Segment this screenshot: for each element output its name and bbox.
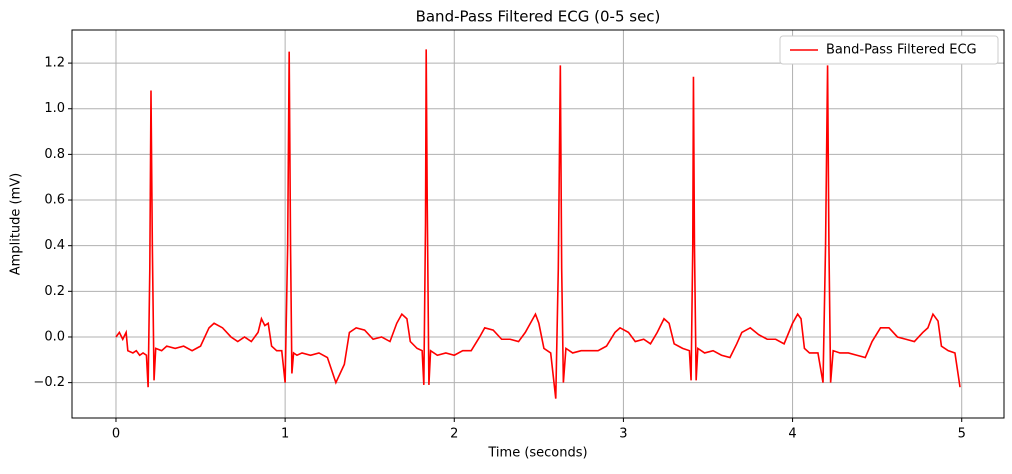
data-line xyxy=(115,49,961,399)
chart-title: Band-Pass Filtered ECG (0-5 sec) xyxy=(416,8,661,26)
y-tick-label: 0.4 xyxy=(44,238,65,253)
x-tick-label: 4 xyxy=(788,427,796,442)
x-tick-label: 3 xyxy=(619,427,627,442)
y-tick-label: 0.2 xyxy=(44,284,65,299)
y-tick-label: 0.6 xyxy=(44,193,65,208)
y-tick-label: 0.8 xyxy=(44,147,65,162)
legend-box xyxy=(779,35,999,65)
x-tick-label: 2 xyxy=(450,427,458,442)
y-axis-label: Amplitude (mV) xyxy=(9,173,24,275)
y-tick-label: 0.0 xyxy=(44,329,65,344)
legend-label: Band-Pass Filtered ECG xyxy=(826,43,977,58)
x-tick-label: 1 xyxy=(281,427,289,442)
x-tick-label: 0 xyxy=(112,427,120,442)
y-tick-label: 1.0 xyxy=(44,101,65,116)
y-tick-label: 1.2 xyxy=(44,56,65,71)
y-tick-label: −0.2 xyxy=(33,375,65,390)
x-tick-label: 5 xyxy=(958,427,966,442)
plot-frame xyxy=(71,29,1005,419)
x-axis-label: Time (seconds) xyxy=(487,446,587,461)
